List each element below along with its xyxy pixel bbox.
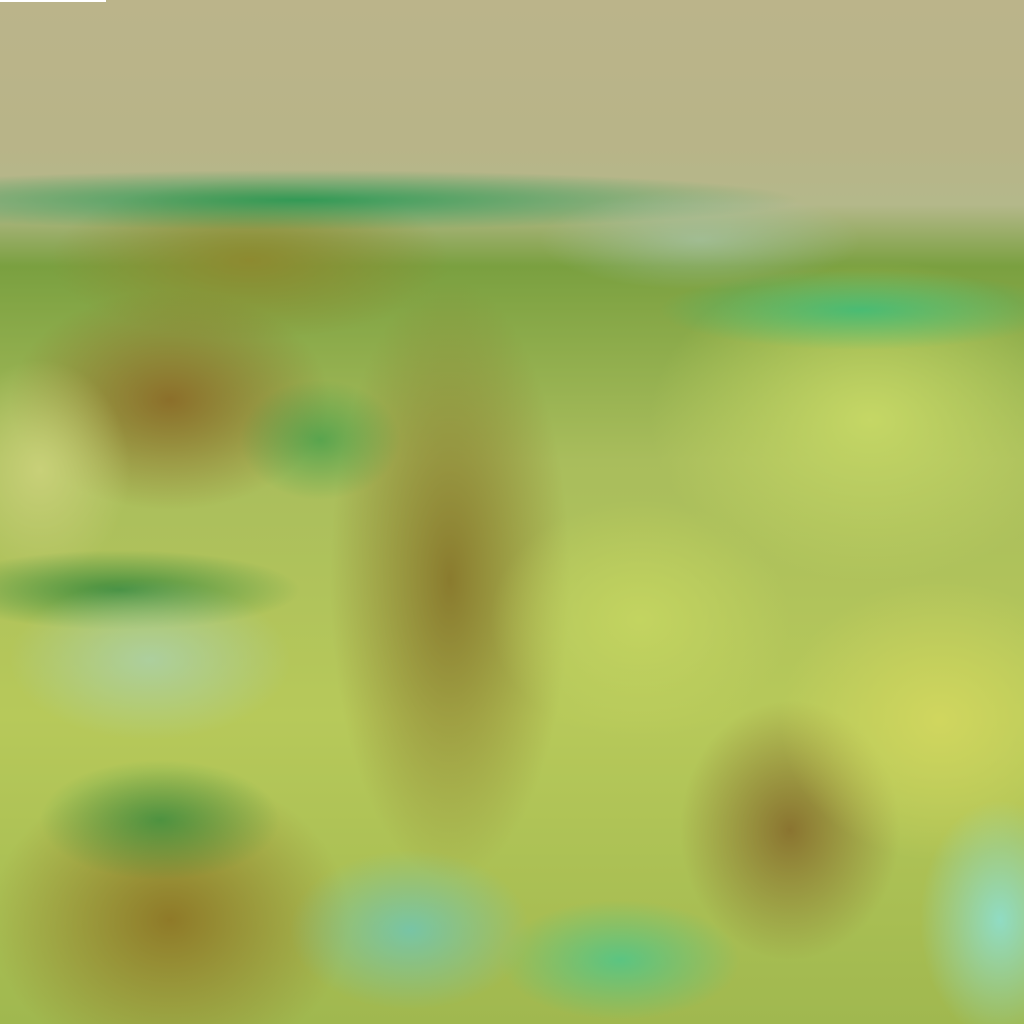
top-edge-strip	[0, 0, 106, 2]
